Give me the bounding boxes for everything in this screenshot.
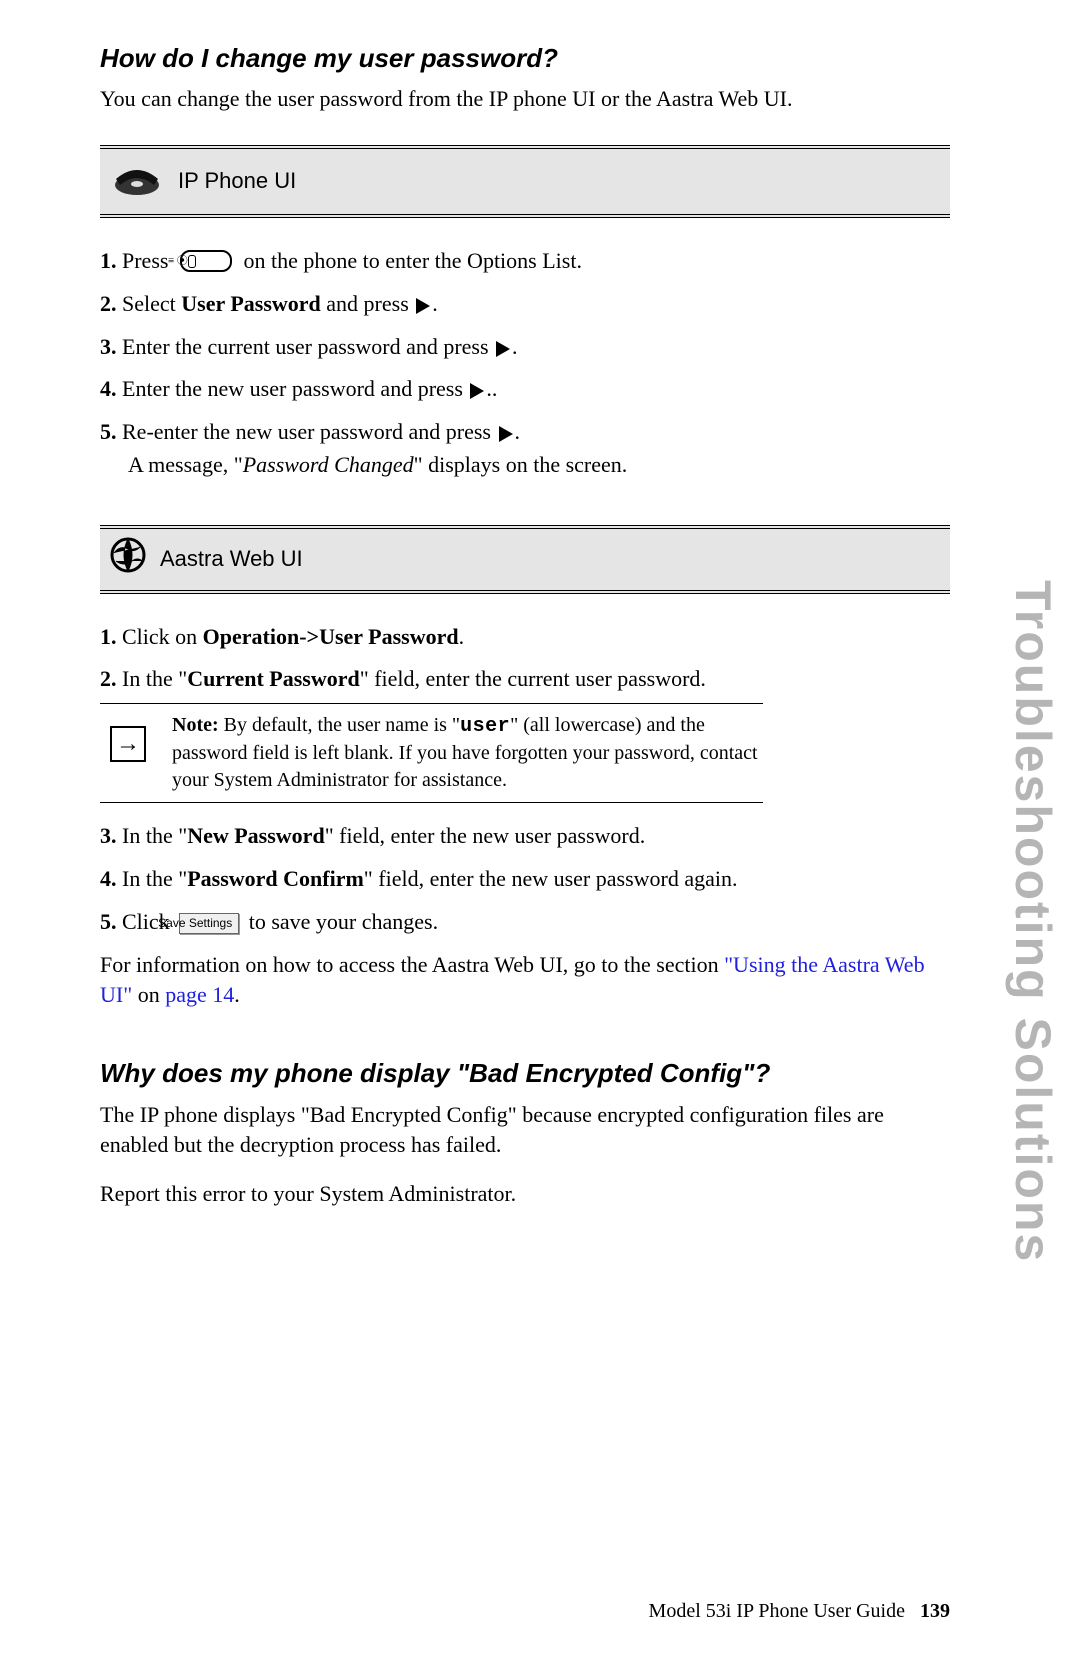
ip-phone-ui-label: IP Phone UI bbox=[178, 166, 296, 197]
right-arrow-icon bbox=[416, 298, 430, 314]
note-arrow-icon: → bbox=[110, 726, 146, 762]
footer-text: Model 53i IP Phone User Guide bbox=[649, 1600, 905, 1622]
web-step-2: 2. In the "Current Password" field, ente… bbox=[100, 664, 950, 695]
right-arrow-icon bbox=[499, 426, 513, 442]
note-box: → Note: By default, the user name is "us… bbox=[100, 703, 763, 803]
phone-ui-steps: 1. Press ≡ ⦿ on the phone to enter the O… bbox=[100, 246, 950, 448]
step-2: 2. Select User Password and press . bbox=[100, 289, 950, 320]
ip-phone-ui-header: IP Phone UI bbox=[100, 145, 950, 218]
section-title-1: How do I change my user password? bbox=[100, 40, 950, 76]
section-title-2: Why does my phone display "Bad Encrypted… bbox=[100, 1055, 950, 1091]
section1-intro: You can change the user password from th… bbox=[100, 84, 950, 115]
page-number: 139 bbox=[920, 1600, 950, 1622]
web-ui-steps-cont: 3. In the "New Password" field, enter th… bbox=[100, 821, 950, 937]
page-footer: Model 53i IP Phone User Guide 139 bbox=[649, 1597, 950, 1625]
web-step-5: 5. Click Save Settings to save your chan… bbox=[100, 907, 950, 938]
right-arrow-icon bbox=[470, 383, 484, 399]
web-step-3: 3. In the "New Password" field, enter th… bbox=[100, 821, 950, 852]
step-5-message: A message, "Password Changed" displays o… bbox=[100, 450, 950, 481]
note-text: Note: By default, the user name is "user… bbox=[172, 712, 763, 794]
web-ui-steps: 1. Click on Operation->User Password. 2.… bbox=[100, 622, 950, 696]
web-step-1: 1. Click on Operation->User Password. bbox=[100, 622, 950, 653]
section2-p1: The IP phone displays "Bad Encrypted Con… bbox=[100, 1100, 950, 1162]
step-4: 4. Enter the new user password and press… bbox=[100, 374, 950, 405]
link-page-14[interactable]: page 14 bbox=[165, 982, 234, 1007]
step-1: 1. Press ≡ ⦿ on the phone to enter the O… bbox=[100, 246, 950, 277]
options-key-icon: ≡ ⦿ bbox=[180, 250, 232, 272]
right-arrow-icon bbox=[496, 341, 510, 357]
side-label: Troubleshooting Solutions bbox=[998, 580, 1068, 1263]
section2-p2: Report this error to your System Adminis… bbox=[100, 1179, 950, 1210]
web-step-4: 4. In the "Password Confirm" field, ente… bbox=[100, 864, 950, 895]
step-5: 5. Re-enter the new user password and pr… bbox=[100, 417, 950, 448]
globe-icon bbox=[110, 537, 146, 582]
web-ui-info: For information on how to access the Aas… bbox=[100, 950, 950, 1012]
phone-icon bbox=[110, 157, 164, 206]
web-ui-header: Aastra Web UI bbox=[100, 525, 950, 594]
step-3: 3. Enter the current user password and p… bbox=[100, 332, 950, 363]
save-settings-button: Save Settings bbox=[179, 913, 239, 934]
web-ui-label: Aastra Web UI bbox=[160, 544, 303, 575]
